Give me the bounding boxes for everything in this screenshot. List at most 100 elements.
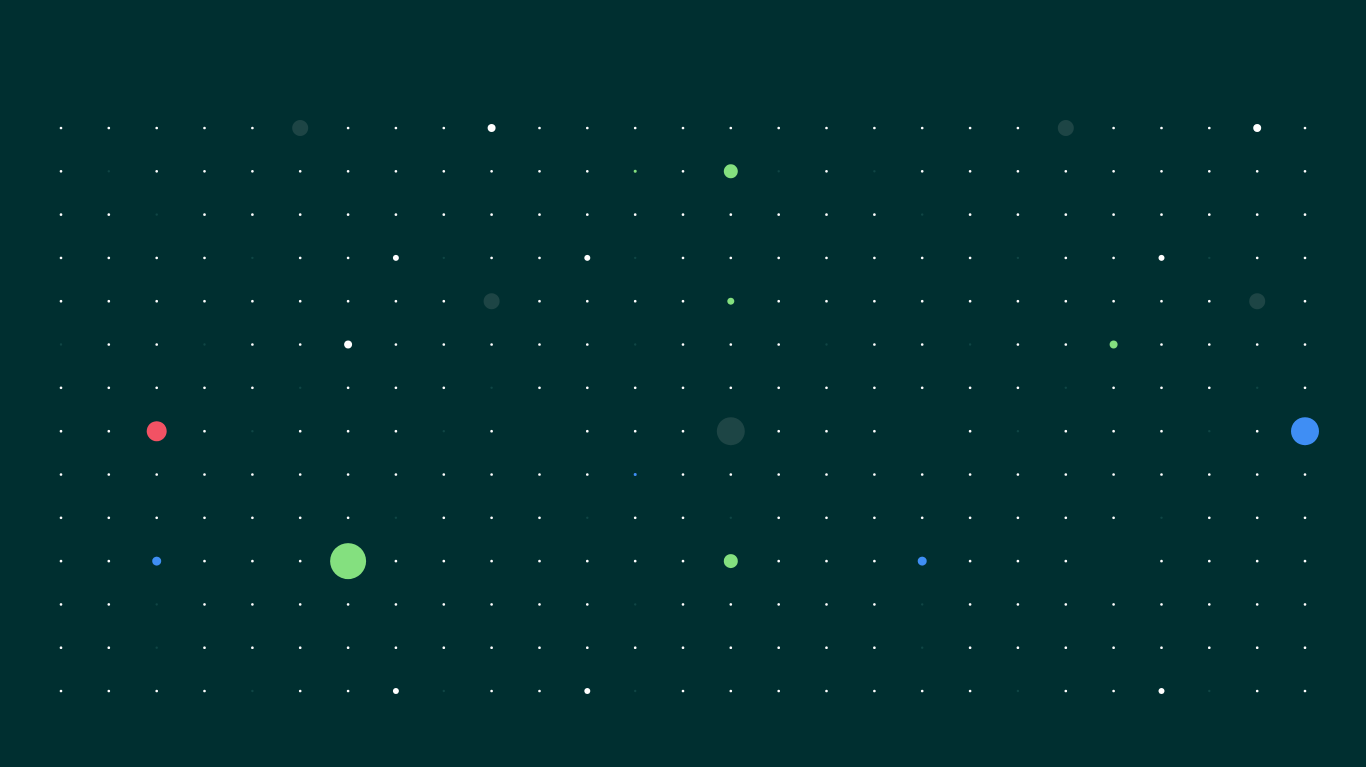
grid-dot (490, 689, 493, 693)
grid-dot (681, 689, 685, 693)
grid-dot (1208, 430, 1211, 433)
grid-dot (155, 213, 158, 216)
grid-dot (155, 386, 158, 390)
grid-dot (298, 256, 302, 260)
grid-dot (729, 516, 732, 519)
grid-dot (1016, 646, 1020, 649)
grid-dot (538, 170, 541, 173)
grid-dot (825, 473, 828, 476)
grid-dot (1256, 386, 1259, 389)
grid-dot (825, 213, 828, 216)
grid-dot (1016, 689, 1020, 693)
grid-dot (1112, 256, 1115, 260)
grid-dot (1064, 213, 1068, 216)
grid-dot (490, 473, 493, 476)
grid-dot (1255, 429, 1259, 433)
grid-dot (920, 299, 924, 303)
grid-dot (538, 603, 541, 606)
grid-dot (586, 386, 589, 390)
grid-dot (586, 299, 589, 303)
grid-dot (442, 299, 446, 303)
grid-dot (1160, 170, 1163, 173)
grid-dot (777, 386, 780, 390)
grid-dot (1016, 343, 1020, 346)
grid-dot (346, 256, 350, 260)
grid-dot (1016, 603, 1020, 606)
grid-dot (59, 689, 63, 693)
grid-dot (825, 516, 828, 520)
grid-dot (155, 516, 158, 520)
grid-dot (586, 559, 589, 563)
grid-dot (1016, 516, 1020, 520)
grid-dot (1303, 126, 1307, 130)
grid-dot (330, 543, 367, 580)
grid-dot (968, 256, 972, 260)
grid-dot (681, 386, 685, 390)
grid-dot (633, 299, 637, 303)
grid-dot (777, 473, 780, 476)
grid-dot (1160, 386, 1163, 390)
grid-dot (346, 603, 350, 606)
grid-dot (59, 559, 63, 563)
grid-dot (344, 340, 353, 349)
grid-dot (681, 256, 685, 260)
grid-dot (1064, 343, 1068, 346)
grid-dot (1208, 689, 1211, 693)
grid-dot (777, 256, 780, 260)
grid-dot (298, 516, 302, 520)
grid-dot (442, 170, 446, 173)
grid-dot (155, 299, 158, 303)
grid-dot (203, 256, 206, 260)
grid-dot (251, 213, 254, 216)
grid-dot (1016, 256, 1020, 260)
grid-dot (490, 386, 493, 389)
grid-dot (586, 646, 589, 649)
grid-dot (968, 386, 972, 390)
grid-dot (538, 299, 541, 303)
grid-dot (538, 213, 541, 216)
grid-dot (1112, 213, 1115, 216)
grid-dot (346, 170, 350, 173)
grid-dot (1016, 126, 1020, 130)
grid-dot (1208, 256, 1211, 260)
grid-dot (1208, 170, 1211, 173)
grid-dot (681, 559, 685, 563)
grid-dot (873, 603, 876, 606)
grid-dot (1160, 429, 1163, 433)
grid-dot (59, 213, 63, 216)
grid-dot (538, 126, 541, 130)
grid-dot (586, 429, 589, 433)
grid-dot (155, 646, 158, 649)
grid-dot (1208, 213, 1211, 216)
grid-dot (777, 603, 780, 606)
grid-dot (298, 473, 302, 476)
grid-dot (1303, 516, 1307, 520)
grid-dot (59, 516, 63, 520)
grid-dot (1255, 213, 1259, 216)
grid-dot (716, 417, 745, 446)
grid-dot (346, 299, 350, 303)
grid-dot (633, 516, 637, 520)
grid-dot (825, 343, 828, 346)
grid-dot (1016, 299, 1020, 303)
grid-dot (1064, 386, 1068, 389)
grid-dot (917, 556, 927, 566)
grid-dot (298, 213, 302, 216)
grid-dot (1160, 126, 1163, 130)
grid-dot (483, 293, 500, 310)
grid-dot (146, 421, 167, 442)
grid-dot (920, 386, 924, 390)
grid-dot (442, 516, 446, 520)
grid-dot (634, 343, 637, 346)
grid-dot (1016, 170, 1020, 173)
grid-dot (825, 170, 828, 173)
grid-dot (1208, 516, 1211, 520)
grid-dot (251, 256, 254, 260)
grid-dot (873, 343, 876, 346)
grid-dot (1016, 430, 1020, 433)
grid-dot (394, 603, 398, 606)
grid-dot (586, 516, 589, 519)
grid-dot (1303, 386, 1307, 390)
